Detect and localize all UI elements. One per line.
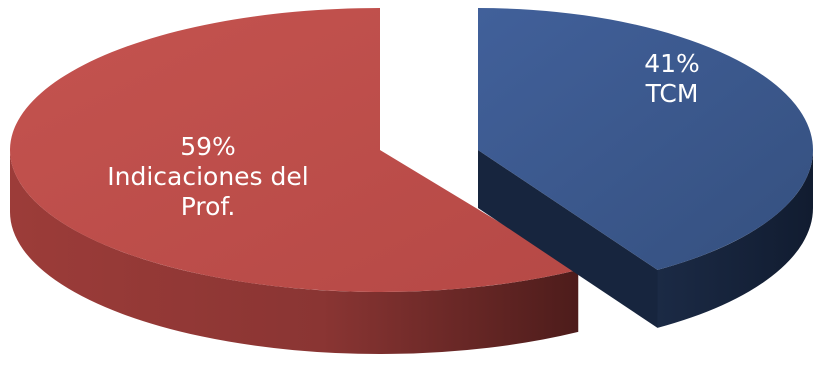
pie-slices xyxy=(9,8,813,354)
pie-slice-1 xyxy=(9,8,579,293)
pie-slice-label-0: 41% TCM xyxy=(644,49,700,108)
pie-slice-category: Prof. xyxy=(181,192,236,221)
pie-slice-percent: 59% xyxy=(180,132,236,161)
pie-slice-0 xyxy=(478,8,813,270)
pie-slice-category: TCM xyxy=(645,79,699,108)
pie-slice-side-0 xyxy=(657,150,813,328)
pie-labels: 41% TCM 59% Indicaciones del Prof. xyxy=(107,49,700,221)
pie-slice-side-1 xyxy=(10,150,579,354)
pie-slice-wall-0 xyxy=(478,150,658,328)
pie-slice-label-1: 59% Indicaciones del Prof. xyxy=(107,132,308,221)
pie-slice-category: Indicaciones del xyxy=(107,162,308,191)
pie-slice-percent: 41% xyxy=(644,49,700,78)
